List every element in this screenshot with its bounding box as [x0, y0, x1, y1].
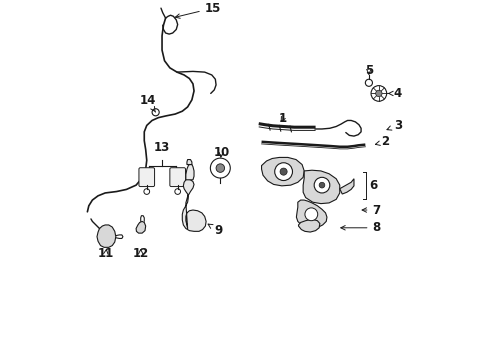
FancyBboxPatch shape	[169, 168, 185, 186]
FancyBboxPatch shape	[139, 168, 154, 186]
Text: 15: 15	[175, 2, 221, 18]
Polygon shape	[261, 157, 304, 186]
Polygon shape	[298, 219, 319, 232]
Text: 13: 13	[154, 141, 170, 154]
Circle shape	[216, 164, 224, 172]
Text: 11: 11	[98, 247, 114, 260]
Text: 1: 1	[278, 112, 286, 125]
Text: 3: 3	[386, 119, 401, 132]
Polygon shape	[97, 225, 116, 247]
Polygon shape	[185, 165, 194, 180]
Text: 4: 4	[387, 87, 401, 100]
Polygon shape	[303, 170, 339, 204]
Text: 7: 7	[362, 203, 380, 216]
Circle shape	[305, 208, 317, 221]
Circle shape	[313, 177, 329, 193]
Polygon shape	[136, 221, 145, 233]
Circle shape	[319, 182, 324, 188]
Text: 10: 10	[213, 146, 229, 159]
Circle shape	[274, 163, 292, 180]
Polygon shape	[182, 179, 205, 231]
Text: 9: 9	[208, 224, 222, 237]
Text: 6: 6	[368, 179, 376, 192]
Text: 8: 8	[340, 221, 380, 234]
Circle shape	[375, 90, 381, 96]
Text: 14: 14	[140, 94, 156, 112]
Text: 5: 5	[364, 64, 372, 77]
Polygon shape	[339, 179, 353, 194]
Circle shape	[280, 168, 286, 175]
Polygon shape	[296, 200, 326, 228]
Text: 2: 2	[375, 135, 388, 148]
Text: 12: 12	[132, 247, 148, 260]
Polygon shape	[186, 159, 191, 165]
